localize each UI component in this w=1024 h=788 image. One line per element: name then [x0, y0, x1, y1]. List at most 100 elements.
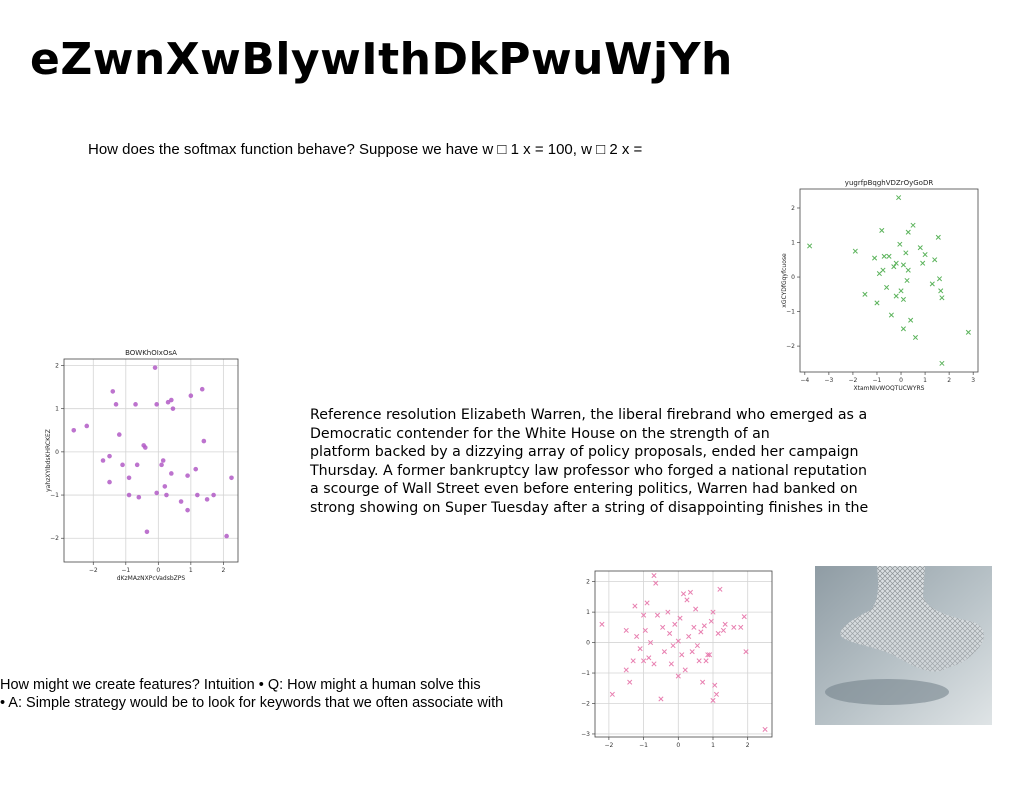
- data-point: [741, 614, 747, 620]
- chart-title: yugrfpBqghVDZrOyGoDR: [845, 179, 934, 187]
- data-point: [630, 658, 636, 664]
- data-point: [922, 252, 928, 258]
- data-point: [84, 423, 90, 429]
- plot-frame: [799, 188, 979, 373]
- x-tick-label: −1: [639, 742, 648, 749]
- paragraph-line: Reference resolution Elizabeth Warren, t…: [310, 407, 868, 423]
- data-point: [623, 627, 629, 633]
- data-point: [677, 615, 683, 621]
- x-axis-label: dKzMAzNXPcVadsbZPS: [117, 575, 186, 582]
- x-tick-label: −3: [824, 377, 833, 384]
- data-point: [136, 494, 142, 500]
- y-axis-label: yahzXYIbdsKHRCKEZ: [45, 429, 52, 492]
- data-point: [713, 691, 720, 697]
- data-point: [698, 629, 704, 635]
- x-tick-label: 2: [746, 742, 750, 749]
- scatter-chart-purple: −2 −1 0 1 2 −2 −1 0 1 2 BOWKhOIxOsA dKzMAzNXPcVadsb…: [45, 349, 239, 582]
- features-line: • A: Simple strategy would be to look fo…: [0, 695, 504, 711]
- data-point: [660, 624, 666, 630]
- data-point: [644, 600, 650, 606]
- x-tick-label: −1: [873, 377, 882, 384]
- data-point: [100, 458, 106, 463]
- data-point: [965, 329, 971, 335]
- data-point: [715, 630, 721, 636]
- x-tick-label: −2: [89, 567, 98, 574]
- data-point: [667, 630, 673, 636]
- data-point: [852, 248, 858, 254]
- data-point: [686, 633, 692, 640]
- data-point: [646, 655, 652, 661]
- data-point: [891, 264, 897, 270]
- data-point: [898, 288, 904, 294]
- data-point: [904, 277, 910, 284]
- data-point: [653, 580, 659, 586]
- scatter-chart-pink: −2 −1 0 1 2 −3 −2 −1 0 1 2: [581, 570, 773, 749]
- data-point: [120, 462, 125, 468]
- data-point: [134, 462, 140, 468]
- data-point: [879, 227, 885, 233]
- data-point: [204, 497, 210, 502]
- x-tick-label: 3: [971, 377, 975, 384]
- data-point: [71, 427, 77, 433]
- data-point: [917, 245, 923, 251]
- data-point: [680, 591, 687, 597]
- x-tick-label: −4: [800, 377, 809, 384]
- data-point: [720, 627, 726, 633]
- y-tick-label: −1: [786, 309, 795, 316]
- data-point: [641, 612, 647, 618]
- y-tick-label: −2: [50, 535, 59, 542]
- plot-frame: [63, 358, 239, 563]
- mesh-sculpture-photo: [815, 566, 992, 725]
- x-tick-label: −2: [848, 377, 857, 384]
- data-point: [675, 638, 681, 644]
- data-point: [903, 250, 909, 256]
- data-point: [900, 296, 906, 303]
- data-point: [661, 649, 667, 655]
- data-point: [144, 529, 150, 535]
- data-point: [126, 492, 132, 498]
- data-point: [694, 643, 700, 649]
- data-point: [632, 603, 638, 609]
- data-point: [113, 402, 119, 407]
- y-tick-label: 2: [586, 579, 590, 586]
- x-tick-label: 0: [676, 742, 680, 749]
- data-point: [185, 473, 190, 478]
- data-point: [665, 609, 671, 615]
- data-point: [211, 492, 216, 498]
- data-point: [888, 312, 894, 318]
- paragraph-line: strong showing on Super Tuesday after a …: [310, 499, 869, 516]
- data-point: [159, 462, 164, 468]
- data-point: [900, 262, 906, 268]
- x-tick-label: −2: [604, 742, 613, 749]
- data-point: [705, 652, 711, 658]
- features-intuition-text: How might we create features? Intuition …: [0, 676, 560, 712]
- data-point: [185, 507, 190, 513]
- data-point: [126, 475, 132, 481]
- data-point: [199, 386, 205, 392]
- data-point: [938, 288, 944, 294]
- data-point: [651, 661, 657, 667]
- data-point: [874, 300, 880, 306]
- y-tick-label: −2: [581, 700, 590, 707]
- data-point: [691, 624, 697, 630]
- data-point: [689, 649, 695, 655]
- data-point: [672, 621, 678, 627]
- data-point: [701, 623, 707, 629]
- y-tick-label: −1: [581, 670, 590, 677]
- data-point: [936, 276, 943, 282]
- data-point: [143, 445, 148, 450]
- data-point: [634, 633, 640, 640]
- y-tick-label: −1: [50, 492, 59, 499]
- data-point: [169, 397, 174, 403]
- data-point: [908, 317, 914, 323]
- data-point: [932, 257, 938, 263]
- data-point: [599, 621, 605, 627]
- data-point: [893, 293, 899, 299]
- data-point: [920, 260, 926, 266]
- data-point: [195, 492, 200, 498]
- data-point: [107, 453, 112, 459]
- data-point: [712, 682, 718, 688]
- data-point: [162, 484, 168, 489]
- data-point: [722, 621, 728, 627]
- y-axis-label: xGCYDfGqyfcuose: [781, 253, 788, 308]
